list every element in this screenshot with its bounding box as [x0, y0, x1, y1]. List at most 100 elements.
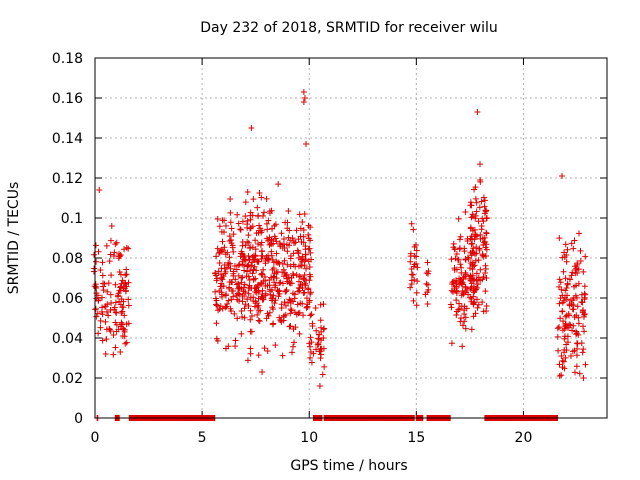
data-point: [453, 297, 460, 304]
data-point: [267, 291, 274, 298]
data-point: [305, 286, 312, 293]
data-point: [245, 239, 252, 246]
data-point: [108, 272, 115, 279]
data-point: [310, 350, 317, 357]
data-point: [473, 244, 480, 251]
data-point: [225, 297, 232, 304]
data-point: [301, 276, 308, 283]
data-point: [317, 317, 324, 324]
data-point: [295, 248, 302, 255]
data-point: [227, 219, 234, 226]
data-point: [575, 266, 582, 273]
data-point: [237, 226, 244, 233]
data-point: [473, 208, 480, 215]
data-point: [569, 348, 576, 355]
data-point: [320, 335, 327, 342]
data-point: [483, 207, 490, 214]
data-point: [477, 161, 484, 168]
data-point: [468, 326, 475, 333]
data-point: [120, 304, 127, 311]
data-point: [581, 296, 588, 303]
data-point: [277, 316, 284, 323]
data-point: [247, 350, 254, 357]
data-point: [410, 263, 417, 270]
data-point: [557, 295, 564, 302]
data-point: [574, 340, 581, 347]
data-point: [241, 292, 248, 299]
data-point: [448, 340, 455, 347]
data-point: [278, 317, 285, 324]
data-point: [560, 358, 567, 365]
data-point: [254, 304, 261, 311]
data-point: [473, 199, 480, 206]
data-point: [472, 195, 479, 202]
data-point: [285, 207, 292, 214]
data-point: [308, 359, 315, 366]
data-point: [481, 203, 488, 210]
data-point: [258, 270, 265, 277]
data-point: [112, 241, 119, 248]
data-point: [413, 247, 420, 254]
data-point: [457, 233, 464, 240]
data-point: [93, 290, 100, 297]
data-point: [467, 224, 474, 231]
data-point: [212, 295, 219, 302]
data-point: [279, 260, 286, 267]
data-point: [288, 307, 295, 314]
data-point: [123, 266, 130, 273]
data-point: [306, 277, 313, 284]
data-point: [269, 295, 276, 302]
data-point: [581, 283, 588, 290]
data-point: [248, 125, 255, 131]
data-point: [257, 242, 264, 249]
data-point: [95, 297, 102, 304]
data-point: [317, 351, 324, 358]
data-point: [560, 268, 567, 275]
data-point: [300, 99, 307, 105]
data-point: [558, 372, 565, 379]
data-point: [264, 226, 271, 233]
data-point: [245, 232, 252, 239]
data-point: [244, 296, 251, 303]
data-point: [424, 301, 431, 308]
data-point: [457, 261, 464, 268]
data-point: [291, 339, 298, 346]
data-point: [562, 323, 569, 330]
data-point: [95, 330, 102, 337]
data-point: [270, 292, 277, 299]
data-point: [580, 346, 587, 353]
data-point: [457, 276, 464, 283]
data-point: [557, 279, 564, 286]
data-point: [318, 328, 325, 335]
data-point: [480, 253, 487, 260]
data-point: [413, 289, 420, 296]
data-point: [245, 290, 252, 297]
data-point: [215, 307, 222, 314]
data-point: [272, 282, 279, 289]
x-tick-label: 0: [91, 430, 100, 446]
data-point: [93, 313, 100, 320]
data-point: [118, 280, 125, 287]
data-point: [233, 266, 240, 273]
data-point: [234, 211, 241, 218]
y-tick-label: 0.1: [61, 211, 83, 227]
data-point: [230, 231, 237, 238]
data-point: [283, 288, 290, 295]
data-point: [98, 294, 105, 301]
data-point: [220, 283, 227, 290]
data-point: [560, 297, 567, 304]
data-point: [112, 319, 119, 326]
data-point: [562, 275, 569, 282]
data-point: [313, 327, 320, 334]
data-point: [320, 345, 327, 352]
y-tick-label: 0.16: [52, 91, 83, 107]
data-point: [561, 365, 568, 372]
data-point: [562, 241, 569, 248]
data-point: [222, 251, 229, 258]
data-point: [476, 204, 483, 211]
data-point: [268, 207, 275, 214]
data-point: [270, 305, 277, 312]
data-point: [117, 284, 124, 291]
data-point: [580, 268, 587, 275]
data-point: [255, 352, 262, 359]
